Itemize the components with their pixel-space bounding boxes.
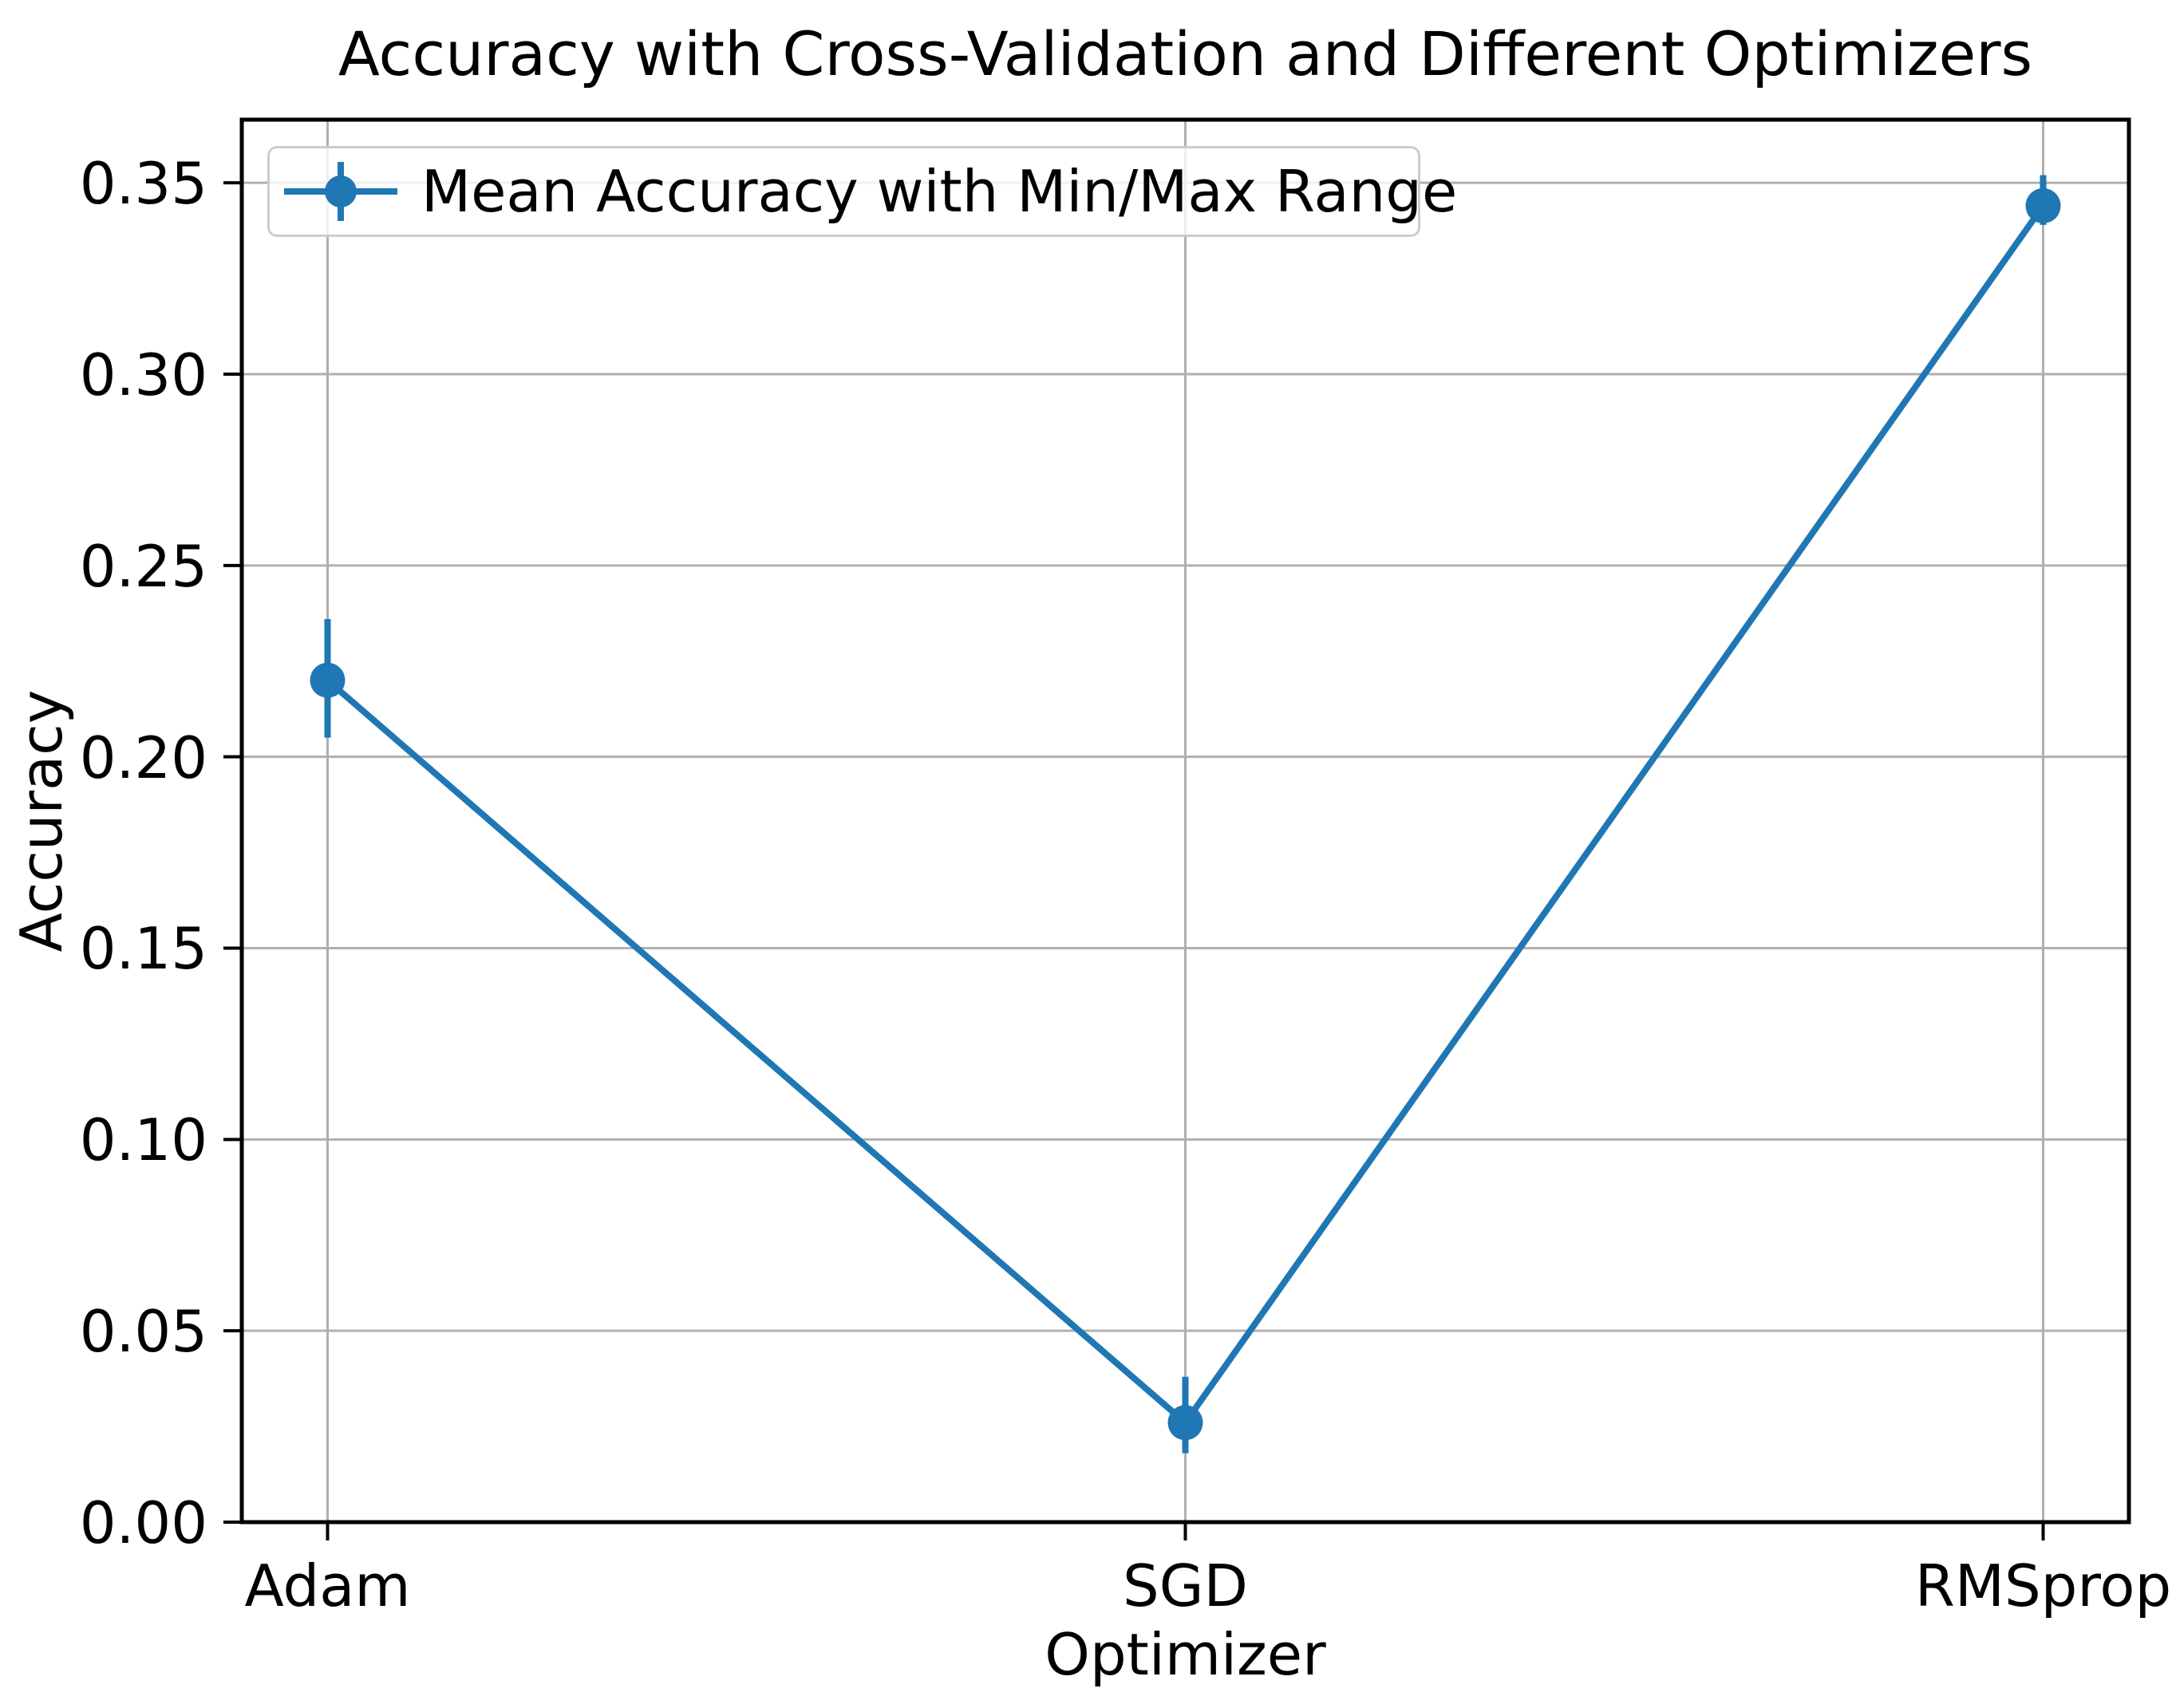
legend-label: Mean Accuracy with Min/Max Range <box>421 158 1458 225</box>
x-tick-label: SGD <box>1123 1552 1248 1619</box>
y-tick-label: 0.10 <box>79 1106 207 1174</box>
x-axis-label: Optimizer <box>1045 1621 1326 1688</box>
y-axis-label: Accuracy <box>8 689 75 953</box>
x-tick-label: Adam <box>244 1552 411 1619</box>
y-tick-label: 0.00 <box>79 1489 207 1556</box>
y-tick-label: 0.35 <box>79 150 207 218</box>
y-tick-label: 0.15 <box>79 915 207 983</box>
data-point-marker <box>1167 1405 1203 1441</box>
legend: Mean Accuracy with Min/Max Range <box>267 146 1457 237</box>
data-point-marker <box>2025 187 2061 223</box>
chart-title: Accuracy with Cross-Validation and Diffe… <box>338 18 2033 89</box>
x-tick-label: RMSprop <box>1914 1552 2172 1619</box>
y-tick-label: 0.30 <box>79 341 207 408</box>
y-tick-label: 0.20 <box>79 724 207 791</box>
y-tick-label: 0.05 <box>79 1298 207 1366</box>
y-tick-label: 0.25 <box>79 532 207 600</box>
data-point-marker <box>310 662 346 698</box>
legend-errorbar-marker-icon <box>284 162 397 221</box>
